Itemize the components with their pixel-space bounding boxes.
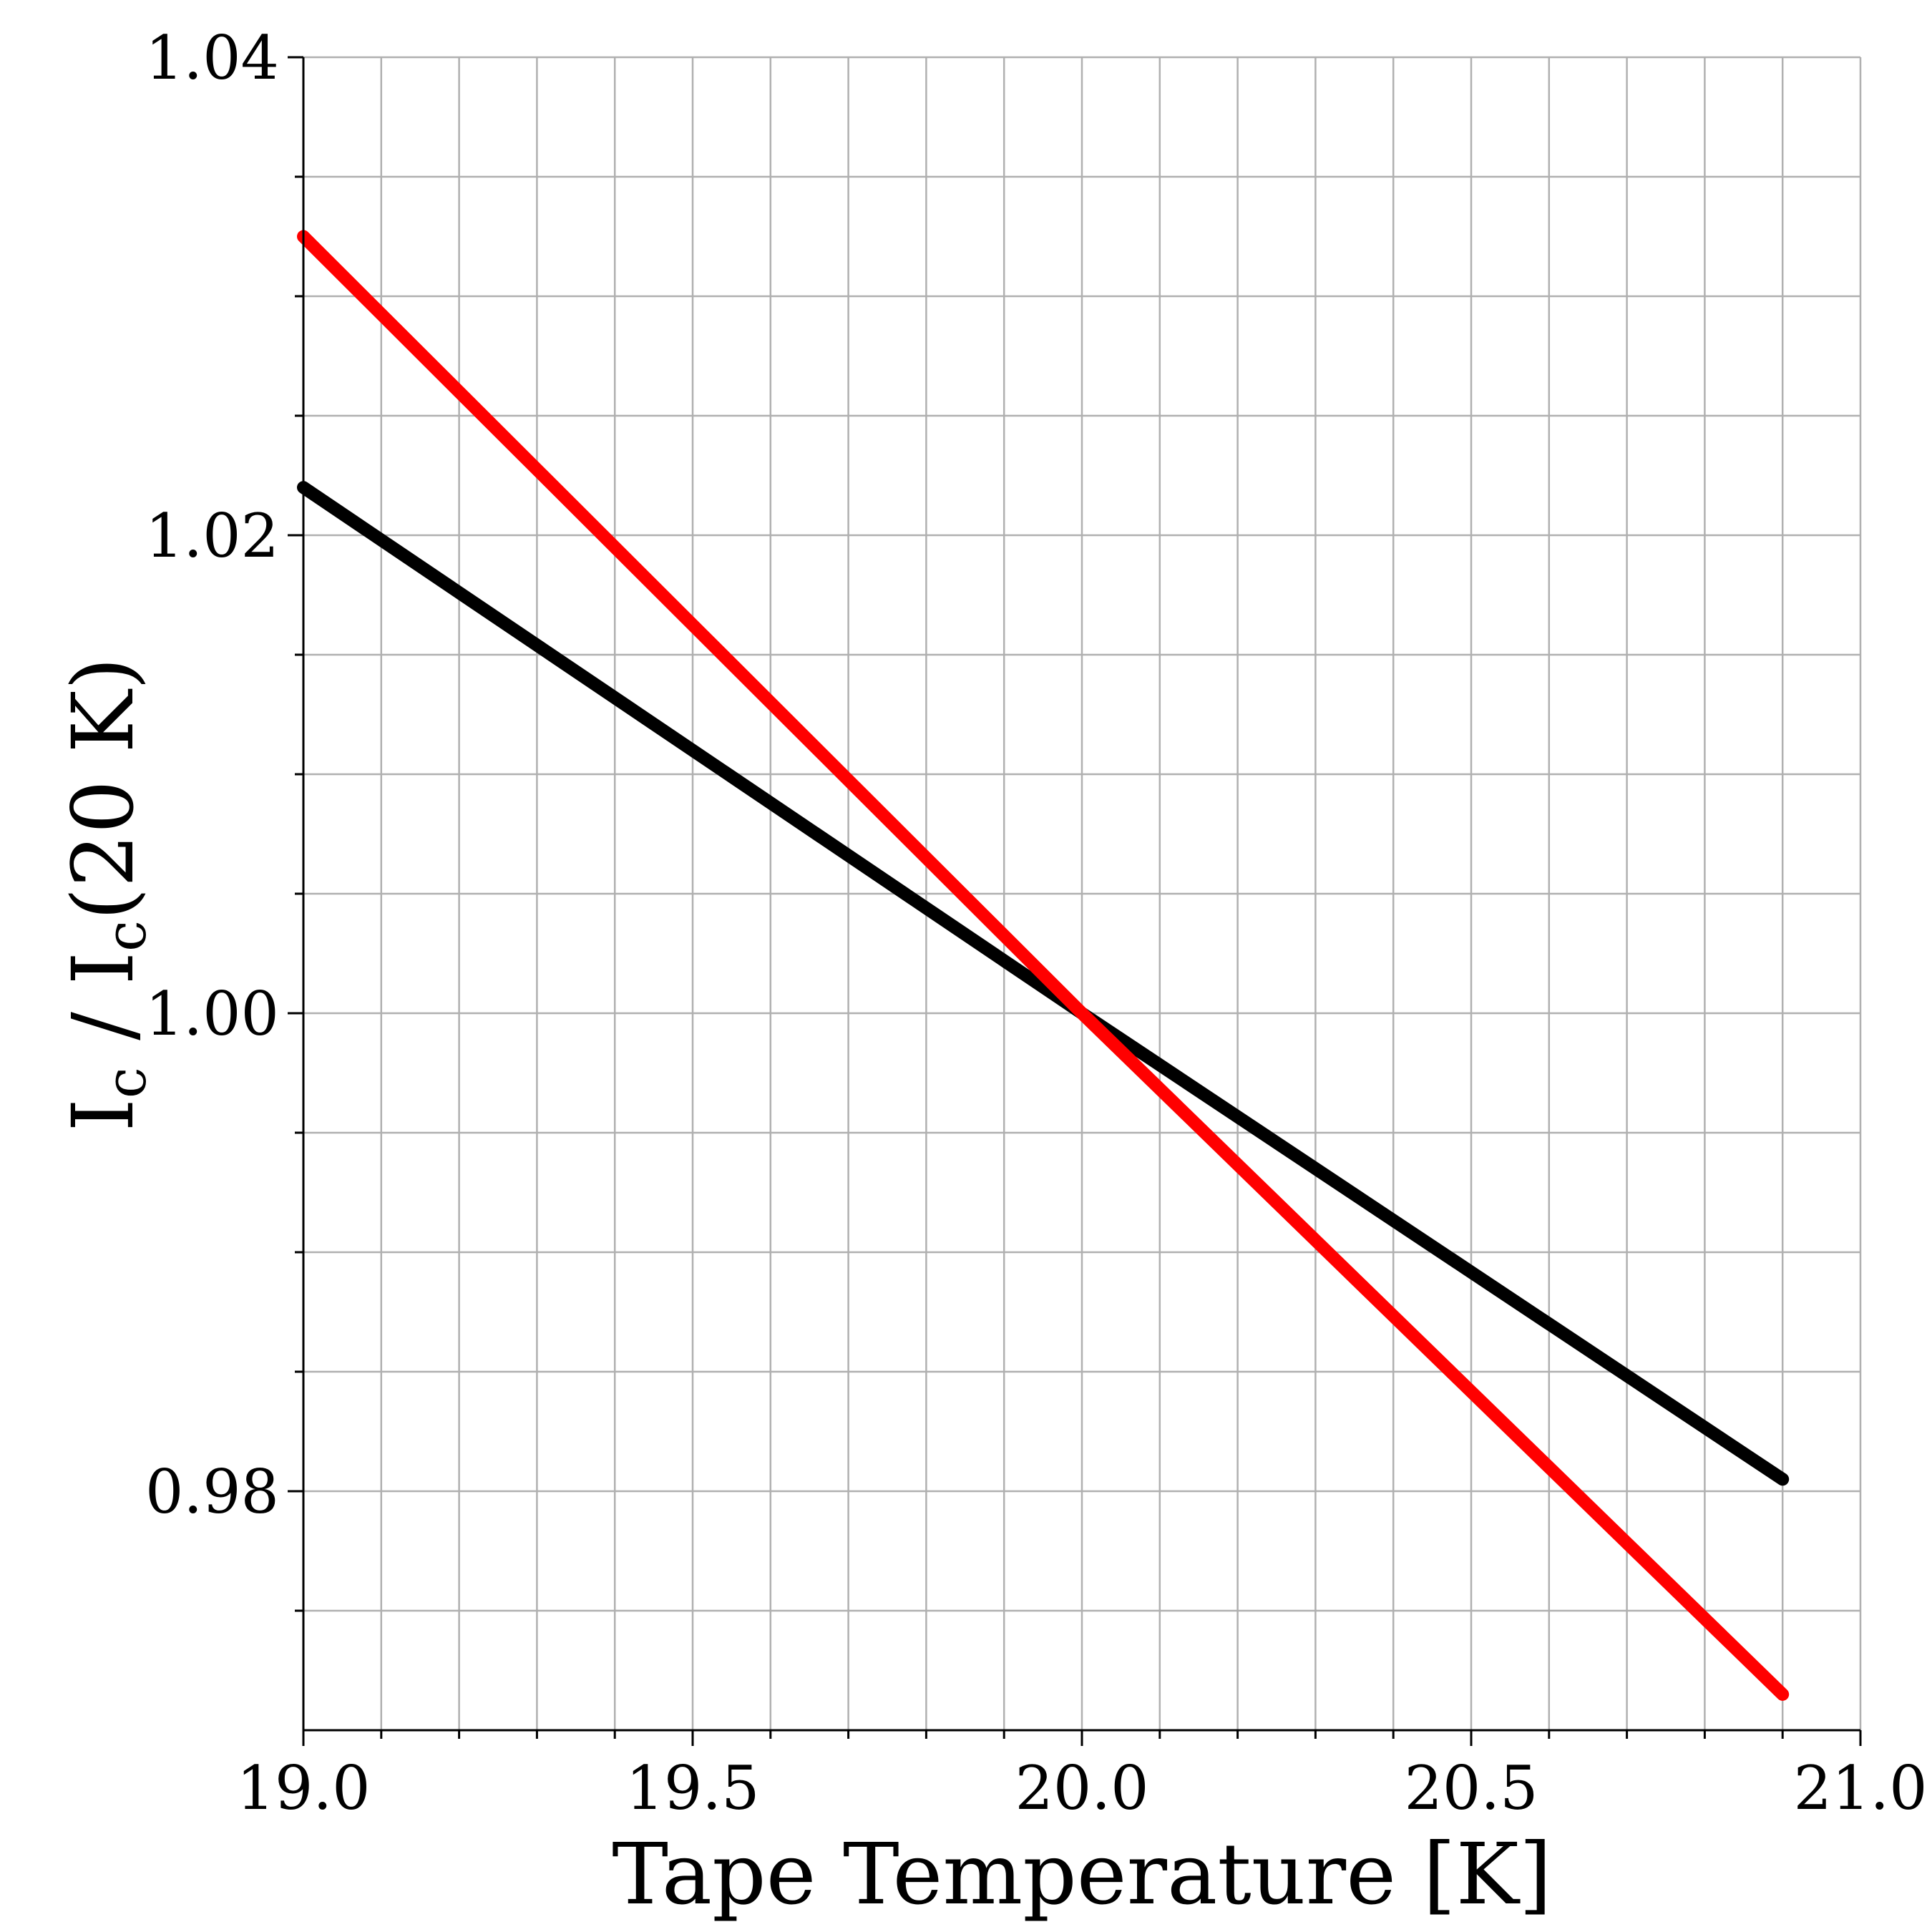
y-tick-label: 1.00 xyxy=(145,979,279,1049)
y-tick-label: 1.04 xyxy=(145,23,279,93)
y-axis-title-main1: I xyxy=(54,1098,152,1132)
x-axis-ticks: 19.0 19.5 20.0 20.5 21.0 xyxy=(236,1730,1928,1823)
y-axis-title-sub1: c xyxy=(94,1067,159,1098)
x-axis-title: Tape Temperature [K] xyxy=(612,1825,1552,1923)
x-tick-label: 20.5 xyxy=(1404,1753,1538,1823)
y-tick-label: 1.02 xyxy=(145,501,279,571)
y-axis-title-main2: I xyxy=(54,952,152,985)
y-axis-title-sub2: c xyxy=(94,920,159,952)
y-axis-title-rest: (20 K) xyxy=(54,657,152,920)
grid xyxy=(303,56,1862,1730)
x-tick-label: 20.0 xyxy=(1015,1753,1148,1823)
y-axis-ticks: 0.98 1.00 1.02 1.04 xyxy=(145,23,303,1612)
y-tick-label: 0.98 xyxy=(145,1457,279,1527)
x-tick-label: 19.5 xyxy=(625,1753,759,1823)
x-tick-label: 21.0 xyxy=(1793,1753,1927,1823)
series-lines xyxy=(297,230,1790,1701)
series-line-2 xyxy=(297,230,1790,1701)
y-axis-title: Ic / Ic(20 K) xyxy=(54,657,159,1131)
x-tick-label: 19.0 xyxy=(236,1753,370,1823)
y-axis-title-slash: / xyxy=(54,985,152,1068)
